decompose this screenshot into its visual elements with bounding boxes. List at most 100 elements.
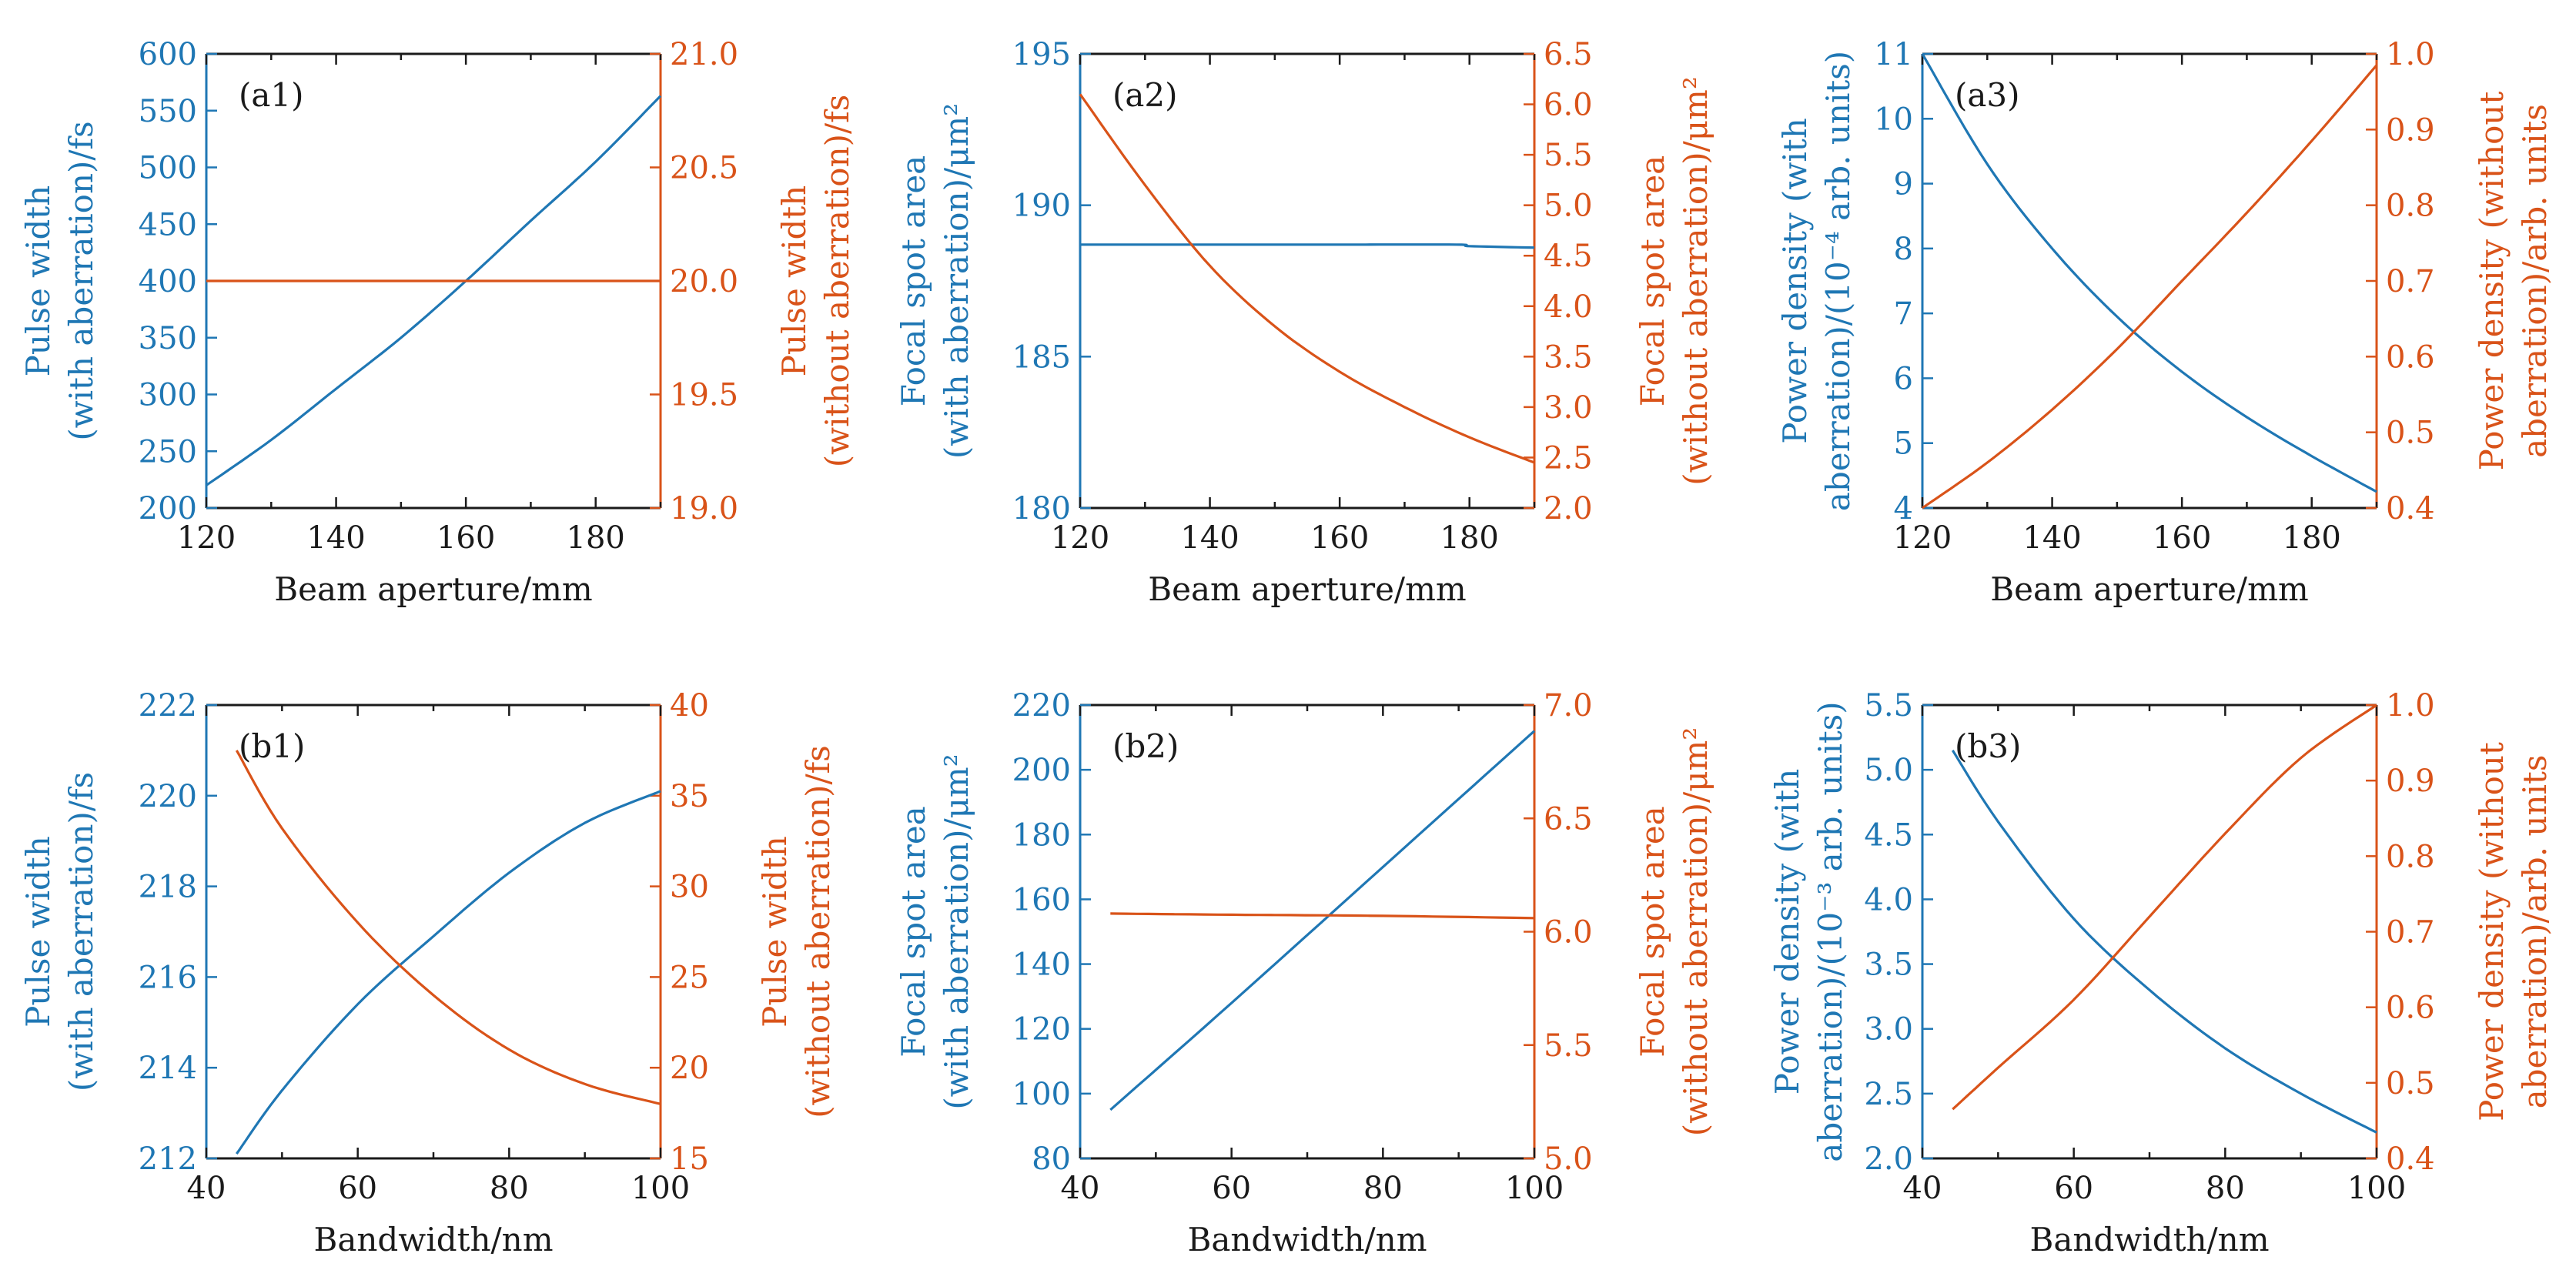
right-y-axis-title-line: aberration)/arb. units: [2516, 104, 2554, 458]
left-y-axis-title: Power density (with aberration)/(10⁻⁴ arb…: [1776, 51, 1857, 511]
x-tick-label: 100: [2347, 1171, 2406, 1206]
right-y-tick-label: 19.5: [670, 378, 738, 413]
left-y-axis-title-line: Power density (with: [1768, 769, 1806, 1095]
panel-a2: 120 140 160 180 180 185 190 195 2.0 2.5 3.0 3.5 4.0 4…: [895, 37, 1715, 608]
right-y-axis-title-line: Power density (without: [2473, 92, 2511, 471]
panel-b2: 40 60 80 100 80 100 120 140 160 180 200 220 5.0 5.5 6.…: [895, 688, 1715, 1258]
right-y-axis-title-line: aberration)/arb. units: [2516, 755, 2554, 1109]
left-y-axis-title-line: Power density (with: [1776, 118, 1814, 444]
left-y-tick-label: 120: [1012, 1012, 1071, 1048]
left-y-tick-label: 180: [1012, 817, 1071, 853]
right-y-tick-label: 35: [670, 779, 709, 814]
series-line-right: [1110, 912, 1535, 920]
series-line-right: [1952, 703, 2377, 1111]
right-y-axis-title-line: (without aberration)/fs: [799, 745, 837, 1118]
left-y-tick-label: 216: [139, 960, 197, 995]
x-axis-title: Beam aperture/mm: [1148, 570, 1466, 608]
panel-label: (a2): [1112, 76, 1178, 114]
panel-label: (b1): [239, 727, 305, 765]
left-y-tick-label: 4.5: [1864, 817, 1913, 853]
x-axis-title: Beam aperture/mm: [1990, 570, 2308, 608]
left-y-tick-label: 3.0: [1864, 1012, 1913, 1048]
left-y-tick-label: 2.5: [1864, 1077, 1913, 1112]
left-y-axis-title-line: (with aberration)/fs: [62, 772, 100, 1091]
left-y-tick-label: 5.0: [1864, 753, 1913, 788]
left-y-axis-title-line: aberration)/(10⁻⁴ arb. units): [1819, 51, 1857, 511]
right-y-axis-title-line: (without aberration)/μm²: [1677, 76, 1715, 485]
panel-label: (b2): [1112, 727, 1179, 765]
right-y-tick-label: 20: [670, 1051, 709, 1086]
left-y-tick-label: 200: [139, 491, 197, 526]
right-y-axis-title: Pulse width (without aberration)/fs: [756, 745, 837, 1118]
x-tick-label: 60: [2054, 1171, 2093, 1206]
right-y-tick-label: 0.7: [2386, 264, 2435, 299]
right-y-axis-title-line: (without aberration)/μm²: [1677, 727, 1715, 1136]
left-y-tick-label: 300: [139, 378, 197, 413]
left-y-tick-label: 222: [139, 688, 197, 724]
right-y-tick-label: 0.5: [2386, 416, 2435, 451]
x-axis-title: Bandwidth/nm: [2029, 1221, 2269, 1258]
left-y-tick-label: 180: [1012, 491, 1071, 526]
left-y-tick-label: 9: [1894, 167, 1913, 202]
left-y-tick-label: 350: [139, 321, 197, 356]
series-line-right: [1079, 93, 1535, 464]
x-tick-label: 140: [306, 520, 365, 556]
left-y-tick-label: 550: [139, 94, 197, 129]
left-y-tick-label: 4: [1894, 491, 1913, 526]
x-tick-label: 40: [187, 1171, 226, 1206]
right-y-axis-title-line: (without aberration)/fs: [818, 95, 856, 468]
left-y-tick-label: 6: [1894, 361, 1913, 396]
left-y-tick-label: 11: [1874, 37, 1913, 72]
series-line-right: [1922, 64, 2378, 510]
left-y-tick-label: 200: [1012, 753, 1071, 788]
right-y-tick-label: 20.0: [670, 264, 738, 299]
right-y-axis-title-line: Power density (without: [2473, 742, 2511, 1121]
right-y-axis-title: Focal spot area (without aberration)/μm²: [1634, 727, 1715, 1136]
left-y-tick-label: 8: [1894, 232, 1913, 267]
left-y-tick-label: 100: [1012, 1077, 1071, 1112]
right-y-tick-label: 3.0: [1544, 390, 1593, 426]
x-tick-label: 60: [1212, 1171, 1251, 1206]
left-y-tick-label: 400: [139, 264, 197, 299]
x-tick-label: 100: [631, 1171, 690, 1206]
x-axis-title: Bandwidth/nm: [313, 1221, 553, 1258]
left-y-tick-label: 250: [139, 434, 197, 470]
right-y-tick-label: 2.5: [1544, 440, 1593, 476]
right-y-tick-label: 5.0: [1544, 189, 1593, 224]
series-line-right: [235, 750, 661, 1105]
right-y-tick-label: 15: [670, 1141, 709, 1177]
left-y-axis-title: Power density (with aberration)/(10⁻³ arb…: [1768, 701, 1849, 1161]
right-y-tick-label: 5.5: [1544, 138, 1593, 173]
panel-label: (a3): [1955, 76, 2020, 114]
right-y-tick-label: 5.0: [1544, 1141, 1593, 1177]
right-y-tick-label: 0.7: [2386, 915, 2435, 951]
panel-b3: 40 60 80 100 2.0 2.5 3.0 3.5 4.0 4.5 5.0 5.5 0.4 0.5 0…: [1768, 688, 2554, 1258]
right-y-tick-label: 0.5: [2386, 1066, 2435, 1101]
x-tick-label: 60: [338, 1171, 377, 1206]
right-y-tick-label: 0.8: [2386, 839, 2435, 874]
right-y-tick-label: 21.0: [670, 37, 738, 72]
panel-b1: 40 60 80 100 212 214 216 218 220 222 15 20 25 30 35 40 (…: [19, 688, 837, 1258]
right-y-tick-label: 0.9: [2386, 112, 2435, 148]
left-y-tick-label: 80: [1032, 1141, 1071, 1177]
left-y-tick-label: 10: [1874, 102, 1913, 137]
right-y-axis-title: Focal spot area (without aberration)/μm²: [1634, 76, 1715, 485]
right-y-tick-label: 25: [670, 960, 709, 995]
right-y-tick-label: 3.5: [1544, 339, 1593, 375]
left-y-axis-title: Pulse width (with aberration)/fs: [19, 772, 100, 1091]
right-y-tick-label: 20.5: [670, 151, 738, 186]
left-y-axis-title-line: Focal spot area: [895, 155, 932, 406]
left-y-axis-title-line: Pulse width: [19, 185, 57, 377]
left-y-tick-label: 220: [1012, 688, 1071, 724]
left-y-tick-label: 500: [139, 151, 197, 186]
left-y-axis-title-line: (with aberration)/fs: [62, 121, 100, 440]
x-tick-label: 140: [1180, 520, 1239, 556]
right-y-tick-label: 6.0: [1544, 88, 1593, 123]
left-y-axis-title: Focal spot area (with aberration)/μm²: [895, 103, 975, 459]
right-y-axis-title: Power density (without aberration)/arb. u…: [2473, 742, 2554, 1121]
panel-label: (b3): [1955, 727, 2021, 765]
left-y-tick-label: 185: [1012, 339, 1071, 375]
right-y-tick-label: 0.4: [2386, 491, 2435, 526]
right-y-tick-label: 6.5: [1544, 801, 1593, 837]
